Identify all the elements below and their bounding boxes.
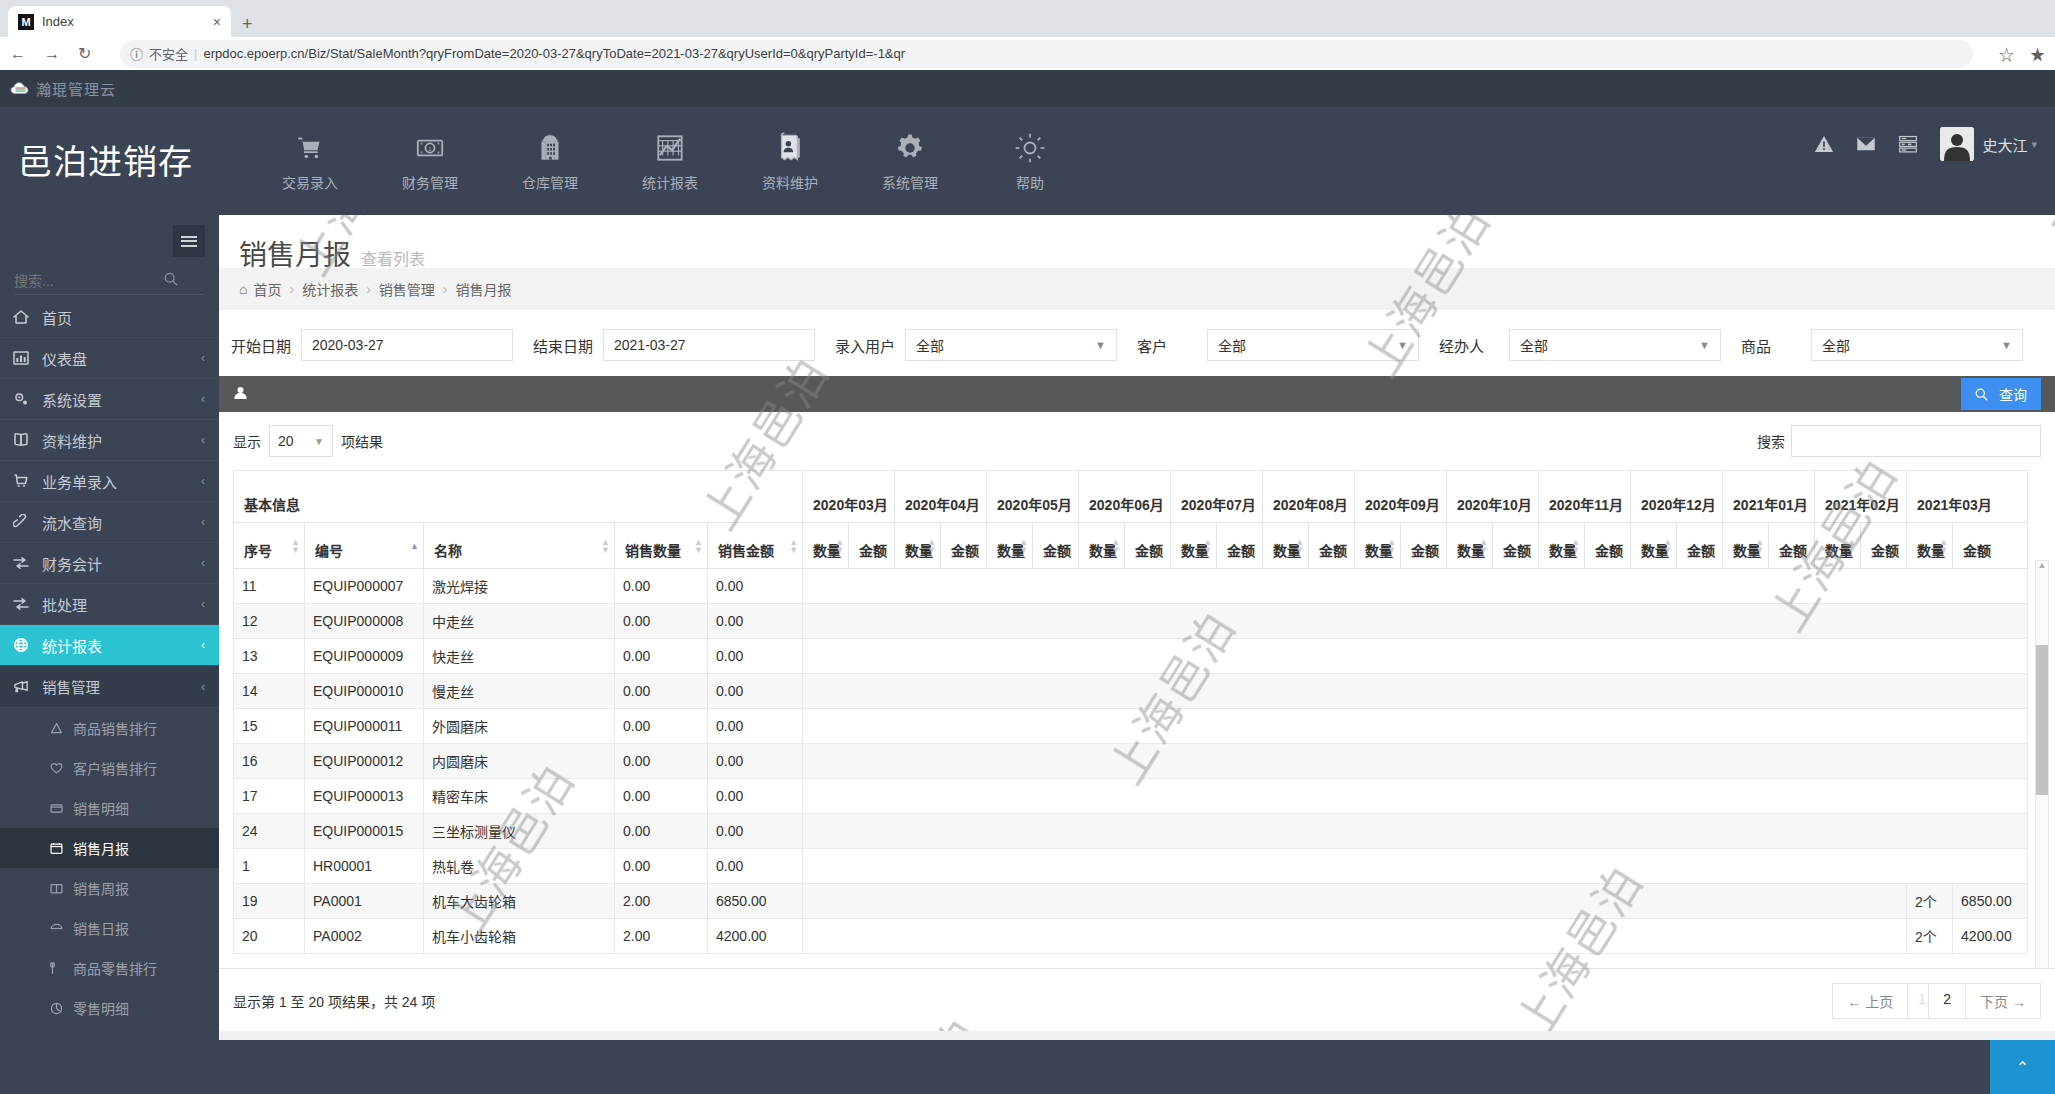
svg-text:1: 1: [428, 145, 432, 151]
